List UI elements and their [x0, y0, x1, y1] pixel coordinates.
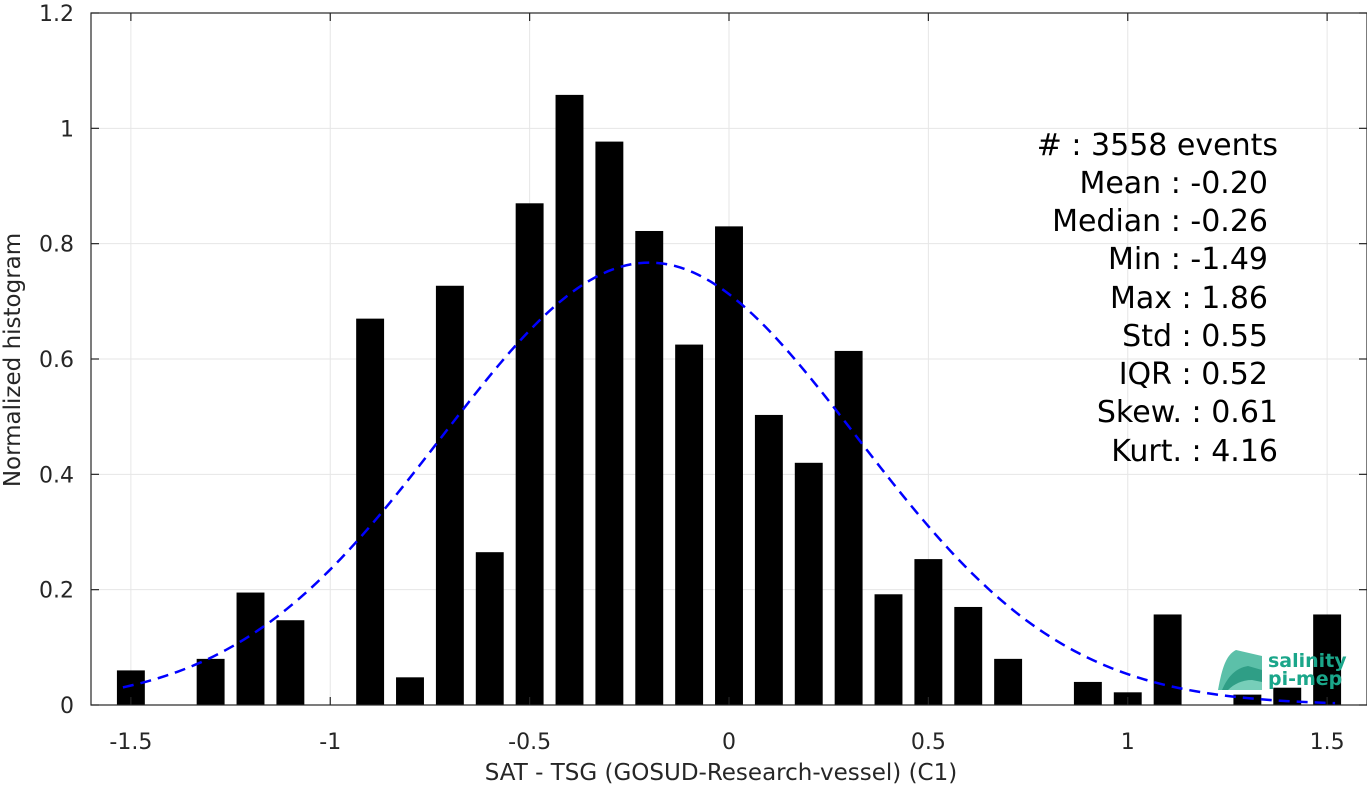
y-tick-label-5: 1	[60, 117, 74, 142]
histogram-bar-19	[954, 606, 983, 705]
histogram-bar-5	[396, 677, 424, 705]
x-tick-label-1: -1	[319, 730, 341, 755]
stat-std: Std : 0.55	[1122, 319, 1268, 354]
histogram-bars	[116, 94, 1342, 706]
logo-wave-icon	[1218, 650, 1262, 690]
x-tick-label-2: -0.5	[508, 730, 551, 755]
stat-iqr: IQR : 0.52	[1118, 357, 1268, 392]
histogram-bar-11	[635, 230, 664, 706]
histogram-bar-13	[715, 226, 743, 705]
stat-kurt: Kurt. : 4.16	[1111, 434, 1278, 469]
histogram-bar-23	[1153, 614, 1182, 705]
histogram-bar-26	[1313, 614, 1342, 705]
y-tick-label-3: 0.6	[39, 348, 74, 373]
x-tick-label-6: 1.5	[1310, 730, 1345, 755]
histogram-bar-4	[356, 318, 385, 705]
x-tick-labels: -1.5 -1 -0.5 0 0.5 1 1.5	[109, 730, 1344, 755]
histogram-bar-16	[834, 350, 863, 705]
y-tick-label-2: 0.4	[39, 463, 74, 488]
stat-median: Median : -0.26	[1052, 204, 1268, 239]
histogram-bar-17	[874, 594, 903, 705]
stat-skew: Skew. : 0.61	[1096, 395, 1278, 430]
histogram-bar-8	[515, 203, 544, 706]
x-tick-label-4: 0.5	[911, 730, 946, 755]
salinity-pimep-logo: salinity pi-mep	[1218, 650, 1347, 690]
histogram-bar-12	[675, 344, 704, 705]
histogram-bar-3	[276, 620, 305, 705]
y-tick-label-6: 1.2	[39, 2, 74, 27]
y-tick-label-4: 0.8	[39, 233, 74, 258]
logo-text-line1: salinity	[1268, 650, 1347, 672]
histogram-bar-1	[196, 658, 225, 705]
y-tick-label-1: 0.2	[39, 579, 74, 604]
histogram-bar-24	[1233, 694, 1262, 705]
stat-min: Min : -1.49	[1107, 242, 1268, 277]
logo-text-line2: pi-mep	[1268, 668, 1342, 690]
x-tick-label-5: 1	[1121, 730, 1135, 755]
histogram-bar-7	[475, 552, 504, 705]
x-axis-label: SAT - TSG (GOSUD-Research-vessel) (C1)	[485, 760, 957, 785]
y-tick-label-0: 0	[60, 694, 74, 719]
histogram-bar-20	[994, 658, 1023, 705]
y-axis-label: Normalized histogram	[0, 233, 26, 487]
histogram-bar-14	[754, 414, 783, 705]
histogram-bar-6	[435, 285, 464, 705]
histogram-bar-10	[595, 141, 624, 705]
stat-mean: Mean : -0.20	[1079, 166, 1268, 201]
histogram-bar-2	[236, 592, 265, 705]
gaussian-fit-curve	[122, 261, 1336, 705]
stat-max: Max : 1.86	[1110, 281, 1268, 316]
axis-ticks	[91, 12, 1367, 706]
histogram-bar-15	[794, 462, 823, 705]
histogram-bar-21	[1073, 681, 1102, 705]
y-tick-labels: 0 0.2 0.4 0.6 0.8 1 1.2	[39, 2, 74, 719]
x-tick-label-0: -1.5	[109, 730, 152, 755]
x-tick-label-3: 0	[722, 730, 736, 755]
histogram-bar-18	[914, 559, 943, 705]
stat-events: # : 3558 events	[1036, 128, 1278, 163]
histogram-bar-9	[555, 94, 584, 706]
